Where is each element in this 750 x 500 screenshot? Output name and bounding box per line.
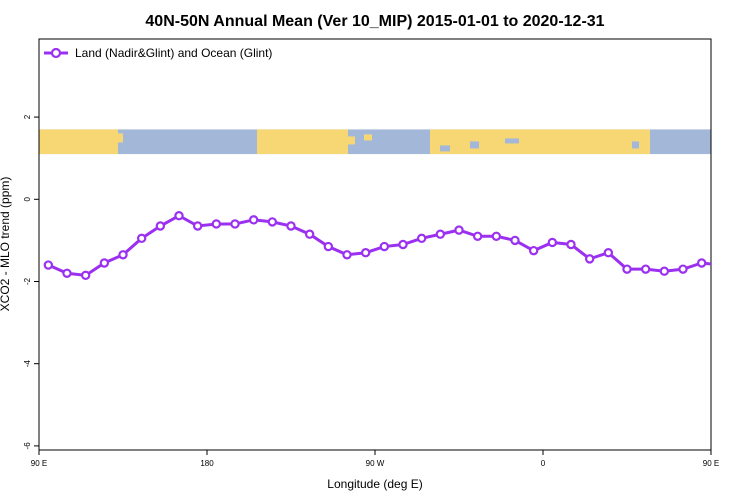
world-map-strip xyxy=(39,129,711,155)
data-point xyxy=(342,250,352,260)
data-point xyxy=(640,264,651,274)
data-point xyxy=(323,241,334,252)
x-axis-label: Longitude (deg E) xyxy=(327,477,422,491)
legend-label: Land (Nadir&Glint) and Ocean (Glint) xyxy=(75,46,272,60)
legend: Land (Nadir&Glint) and Ocean (Glint) xyxy=(44,46,272,60)
data-point xyxy=(192,221,203,231)
data-point xyxy=(454,225,464,235)
map-land xyxy=(505,138,519,144)
data-point xyxy=(43,260,54,270)
x-tick-label: 90 E xyxy=(703,459,719,468)
data-point xyxy=(566,239,576,250)
data-point xyxy=(398,239,408,250)
map-land xyxy=(118,133,123,143)
x-axis: 90 E 180 90 W 0 90 E xyxy=(31,450,719,468)
y-tick-label: 2 xyxy=(23,114,32,119)
x-tick-label: 90 E xyxy=(31,459,47,468)
map-land xyxy=(430,129,650,155)
y-tick-label: -2 xyxy=(23,277,32,285)
data-point xyxy=(99,258,110,268)
data-point xyxy=(678,264,688,274)
data-point xyxy=(696,258,707,268)
data-point xyxy=(304,229,315,239)
map-land xyxy=(470,141,479,149)
map-land xyxy=(348,136,355,145)
data-point xyxy=(248,215,259,225)
y-tick-label: -6 xyxy=(23,442,32,450)
y-tick-label: 0 xyxy=(23,197,32,202)
data-point xyxy=(62,268,72,278)
x-tick-label: 90 W xyxy=(366,459,385,468)
data-point xyxy=(211,219,222,229)
data-point xyxy=(528,245,539,256)
data-point xyxy=(659,266,670,276)
map-land xyxy=(257,129,348,155)
x-tick-label: 0 xyxy=(541,459,546,468)
chart-title: 40N-50N Annual Mean (Ver 10_MIP) 2015-01… xyxy=(145,13,604,30)
plot-frame xyxy=(38,38,712,451)
data-point xyxy=(717,261,724,268)
y-tick-label: -4 xyxy=(23,360,32,368)
map-land xyxy=(632,141,639,149)
data-point xyxy=(472,231,483,241)
x-tick-label: 180 xyxy=(200,459,214,468)
data-point xyxy=(491,231,502,241)
data-point xyxy=(174,211,184,221)
data-point xyxy=(360,248,371,258)
data-point xyxy=(622,264,632,274)
y-axis-label: XCO2 - MLO trend (ppm) xyxy=(0,177,12,312)
data-point xyxy=(547,237,558,248)
data-point xyxy=(155,221,166,231)
data-point xyxy=(379,241,390,252)
data-point xyxy=(603,248,614,258)
y-axis: 2 0 -2 -4 -6 xyxy=(23,114,39,449)
map-land xyxy=(39,129,118,155)
data-point xyxy=(230,219,240,229)
data-point xyxy=(510,235,520,246)
data-point xyxy=(286,221,296,231)
data-point xyxy=(267,217,278,227)
data-point xyxy=(735,270,742,277)
map-land xyxy=(440,145,450,152)
data-point xyxy=(136,233,147,244)
data-point xyxy=(80,270,91,281)
data-point xyxy=(435,229,446,239)
data-point xyxy=(584,254,595,264)
series-line xyxy=(47,214,711,277)
map-land xyxy=(364,134,372,141)
data-point xyxy=(118,250,128,260)
series-layer xyxy=(43,211,742,281)
legend-point-marker xyxy=(50,47,62,59)
data-point xyxy=(416,233,427,244)
